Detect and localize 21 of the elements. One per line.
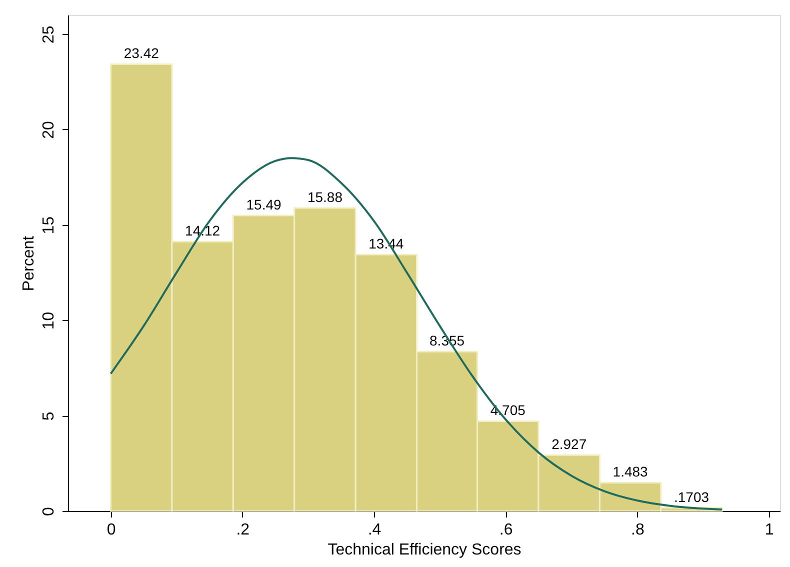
x-tick-label: .2 xyxy=(236,522,250,538)
y-tick-label: 0 xyxy=(40,506,58,516)
y-axis-title: Percent xyxy=(20,235,38,292)
y-tick-label: 5 xyxy=(40,412,58,421)
y-tick-label: 15 xyxy=(40,216,58,234)
x-tick-label: .8 xyxy=(631,522,644,538)
y-tick-label: 25 xyxy=(40,26,58,44)
x-tick-label: .6 xyxy=(499,522,513,538)
x-tick-label: .4 xyxy=(368,522,382,538)
data-label: .1703 xyxy=(674,488,710,505)
data-label: 15.88 xyxy=(307,189,343,206)
line-series xyxy=(110,157,724,510)
data-label: 1.483 xyxy=(612,464,648,480)
data-label: 2.927 xyxy=(552,436,587,452)
x-tick-label: 1 xyxy=(764,522,774,538)
x-tick-label: 0 xyxy=(106,522,116,538)
y-tick-label: 10 xyxy=(40,312,58,330)
data-label: 23.42 xyxy=(124,45,160,62)
x-axis-title: Technical Efficiency Scores xyxy=(328,542,522,558)
y-tick-label: 20 xyxy=(40,120,58,139)
data-label: 15.49 xyxy=(246,196,282,212)
